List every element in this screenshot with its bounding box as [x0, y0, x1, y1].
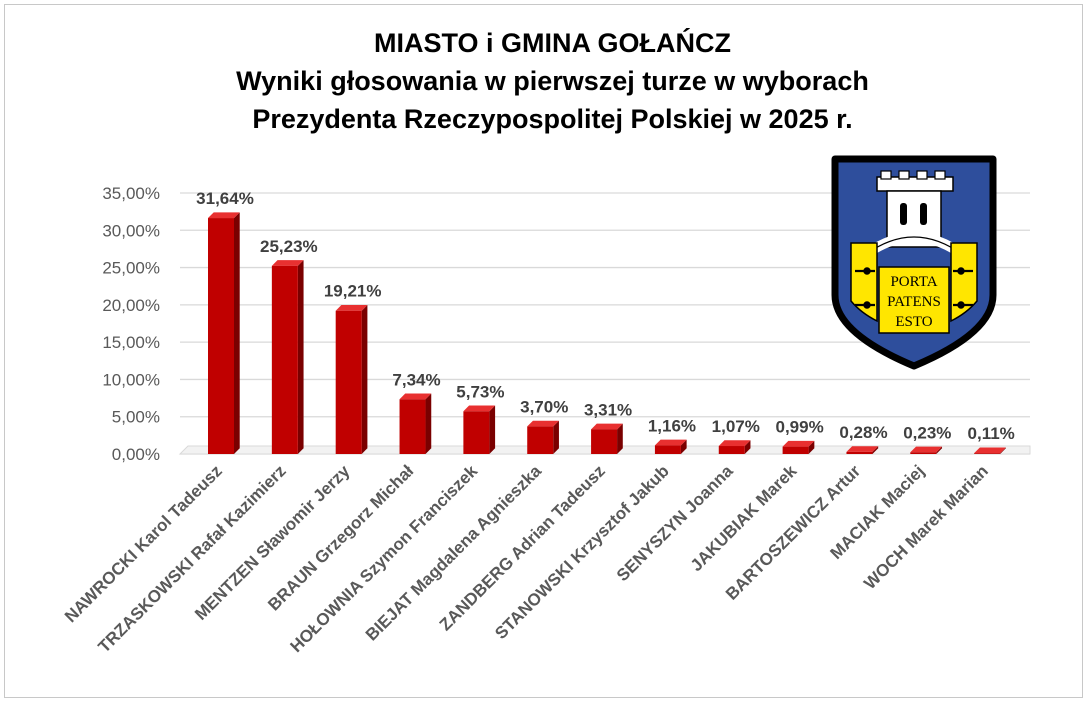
data-label: 0,23% [903, 423, 951, 442]
data-label: 1,16% [648, 416, 696, 435]
bar [910, 446, 943, 454]
data-label: 0,99% [776, 418, 824, 437]
y-tick-label: 25,00% [102, 259, 160, 278]
bar-front [335, 310, 362, 454]
bar-front [782, 446, 809, 454]
bar-side [361, 305, 368, 454]
bar-front [208, 218, 234, 454]
bar-front [974, 453, 1001, 454]
bars [208, 212, 1006, 454]
bar [208, 212, 240, 454]
x-tick-label: WOCH Marek Marian [860, 461, 992, 593]
bar [335, 305, 368, 454]
data-labels: 31,64% 25,23% 19,21% 7,34% 5,73% 3,70% 3,31% 1,… [196, 189, 1015, 443]
bar-top [527, 420, 559, 427]
chart-title: MIASTO i GMINA GOŁAŃCZ [374, 28, 731, 58]
bar-side [680, 439, 687, 454]
data-label: 31,64% [196, 189, 254, 208]
bar-front [910, 452, 937, 454]
data-label: 5,73% [456, 382, 504, 401]
bar-front [463, 411, 490, 454]
x-tick-label: SENYSZYN Joanna [613, 461, 737, 585]
bar-side [936, 446, 943, 454]
y-tick-label: 35,00% [102, 184, 160, 203]
bar-front [591, 429, 618, 454]
bar-top [271, 260, 304, 266]
y-tick-label: 30,00% [102, 221, 160, 240]
bar-front [846, 451, 873, 454]
bar [463, 405, 496, 454]
chart-subtitle-line-1: Wyniki głosowania w pierwszej turze w wy… [236, 66, 869, 96]
bar-side [297, 260, 304, 454]
y-tick-label: 5,00% [112, 408, 160, 427]
y-tick-label: 20,00% [102, 296, 160, 315]
bar [591, 423, 623, 454]
bar-front [527, 426, 554, 454]
bar-top [974, 447, 1006, 454]
chart-title-block: MIASTO i GMINA GOŁAŃCZ Wyniki głosowania… [0, 24, 1089, 138]
bar [718, 440, 751, 454]
data-label: 7,34% [392, 370, 440, 389]
y-tick-label: 10,00% [102, 370, 160, 389]
data-label: 3,31% [584, 400, 632, 419]
bar-top [335, 305, 368, 311]
bar-side [234, 212, 240, 454]
crest-motto-line-3: ESTO [895, 314, 932, 330]
bar-side [744, 440, 751, 454]
bar [654, 439, 687, 454]
crest-motto-line-2: PATENS [887, 294, 941, 310]
data-label: 0,28% [839, 423, 887, 442]
bar-top [591, 423, 623, 430]
bar [974, 447, 1006, 454]
bar-front [271, 265, 298, 454]
bar [782, 440, 815, 454]
bar-top [463, 405, 496, 412]
bar-side [489, 405, 496, 454]
y-tick-label: 0,00% [112, 445, 160, 464]
data-label: 3,70% [520, 397, 568, 416]
bar-top [208, 212, 240, 219]
bar-top [718, 440, 751, 447]
bar-side [617, 423, 623, 454]
bar-side [808, 440, 815, 454]
y-axis-tick-labels: 0,00% 5,00% 10,00% 15,00% 20,00% 25,00% 30,00%… [102, 184, 160, 464]
bar-top [846, 446, 879, 452]
bar-top [910, 446, 943, 453]
bar-top [782, 440, 815, 447]
chart-subtitle-line-2: Prezydenta Rzeczypospolitej Polskiej w 2… [252, 104, 853, 134]
bar-front [654, 445, 681, 454]
data-label: 1,07% [712, 417, 760, 436]
bar-side [872, 446, 879, 454]
bar [271, 260, 304, 454]
y-tick-label: 15,00% [102, 333, 160, 352]
bar-side [553, 420, 559, 454]
bar-front [399, 399, 426, 454]
bar-front [718, 446, 745, 454]
bar [846, 446, 879, 454]
data-label: 0,11% [968, 424, 1015, 443]
coat-of-arms-logo: PORTA PATENS ESTO [831, 155, 997, 370]
x-tick-label: JAKUBIAK Marek [687, 461, 801, 575]
bar-top [654, 439, 687, 446]
bar-top [399, 393, 432, 400]
bar-side [425, 393, 432, 454]
data-label: 19,21% [324, 282, 382, 301]
bar-side [1000, 447, 1006, 454]
crest-motto-line-1: PORTA [890, 274, 937, 290]
bar [399, 393, 432, 454]
bar [527, 420, 559, 454]
data-label: 25,23% [260, 237, 318, 256]
